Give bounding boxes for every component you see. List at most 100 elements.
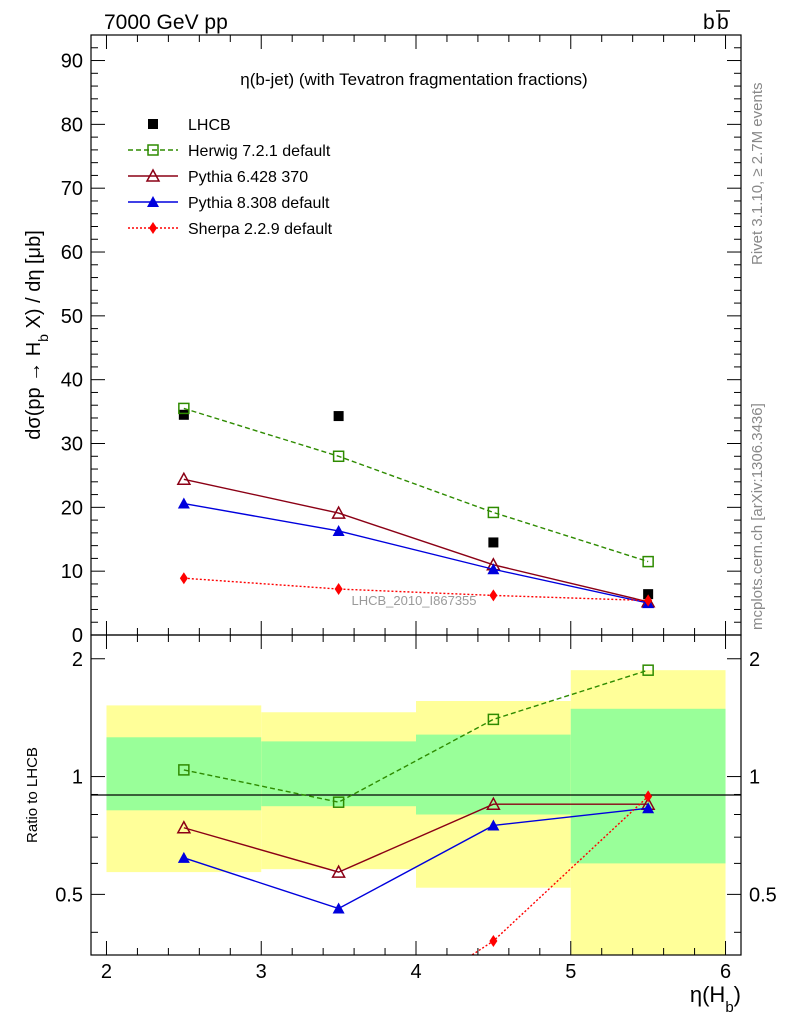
series-0 xyxy=(178,664,654,808)
data-point xyxy=(489,589,498,602)
series-0 xyxy=(178,409,654,600)
x-tick-label: 3 xyxy=(256,961,267,983)
series-line xyxy=(183,807,649,910)
series-2 xyxy=(177,802,655,914)
data-point xyxy=(642,802,655,814)
y-tick-label: 30 xyxy=(61,434,83,456)
data-point xyxy=(487,819,500,831)
data-point xyxy=(642,664,654,676)
x-tick-label: 5 xyxy=(565,961,576,983)
mcplots-label: mcplots.cern.ch [arXiv:1306.3436] xyxy=(749,403,766,630)
stat-uncertainty-band xyxy=(106,737,262,811)
data-point xyxy=(644,790,653,803)
data-point xyxy=(180,993,188,1005)
data-point xyxy=(334,583,343,596)
series-3 xyxy=(177,497,655,609)
ratio-axes: 0.5 0.5 1 1 2 2 2 3 4 5 6 xyxy=(55,634,777,983)
data-point xyxy=(643,589,654,600)
data-point xyxy=(487,506,500,519)
data-point xyxy=(487,713,500,726)
legend-label: LHCB xyxy=(188,117,231,134)
data-point xyxy=(179,572,188,585)
x-tick-label: 2 xyxy=(101,961,112,983)
main-y-axis-label: dσ(pp → Hb X) / dη [μb] xyxy=(23,230,51,440)
series-line xyxy=(183,577,649,602)
x-tick-label: 4 xyxy=(410,961,421,983)
stat-uncertainty-band xyxy=(416,734,571,815)
data-point xyxy=(178,764,190,776)
series-2 xyxy=(176,471,656,608)
y-tick-label: 60 xyxy=(61,242,83,264)
legend-marker xyxy=(149,222,157,234)
main-panel: LHCB_2010_I867355 η(b-jet) (with Tevatro… xyxy=(23,34,742,647)
ratio-y-axis-label: Ratio to LHCB xyxy=(24,747,41,843)
header-right-bar: b xyxy=(717,11,729,34)
data-point xyxy=(332,796,345,808)
data-point xyxy=(332,902,345,914)
legend-marker xyxy=(148,119,158,129)
ratio-y-tick-label: 1 xyxy=(72,767,83,789)
x-axis-label: η(Hb) xyxy=(690,982,741,1016)
ratio-y-tick-label: 0.5 xyxy=(55,884,83,906)
legend-entry: Pythia 8.308 default xyxy=(128,195,330,212)
legend-marker xyxy=(145,168,161,182)
legend-entry: Sherpa 2.2.9 default xyxy=(128,221,333,238)
legend-label: Sherpa 2.2.9 default xyxy=(188,221,333,238)
y-tick-label: 50 xyxy=(61,306,83,328)
series-line xyxy=(183,803,649,873)
data-point xyxy=(176,820,192,834)
analysis-watermark: LHCB_2010_I867355 xyxy=(351,593,476,608)
legend-entry: LHCB xyxy=(148,117,231,134)
series-4 xyxy=(179,572,653,607)
data-point xyxy=(332,450,345,463)
main-marks xyxy=(176,402,656,609)
y-tick-label: 10 xyxy=(61,561,83,583)
series-line xyxy=(183,407,649,563)
data-point xyxy=(178,402,190,415)
legend-label: Pythia 8.308 default xyxy=(188,195,330,212)
y-tick-label: 20 xyxy=(61,497,83,519)
data-point xyxy=(176,471,192,486)
ratio-y-tick-label-right: 1 xyxy=(749,767,760,789)
ratio-marks xyxy=(176,664,656,1005)
data-point xyxy=(489,935,498,948)
ratio-panel: 0.5 0.5 1 1 2 2 2 3 4 5 6 Ratio to LHCB η(Hb) xyxy=(24,634,777,1016)
data-point xyxy=(331,505,346,519)
ratio-y-tick-label-right: 2 xyxy=(749,649,760,671)
data-point xyxy=(488,537,499,548)
stat-uncertainty-band xyxy=(570,708,726,864)
series-1 xyxy=(178,402,654,568)
main-axes: 0 10 20 30 40 50 60 70 80 90 xyxy=(61,34,742,647)
data-point xyxy=(177,497,190,509)
data-point xyxy=(177,851,190,863)
ratio-y-tick-label-right: 0.5 xyxy=(749,884,777,906)
ratio-bands xyxy=(106,670,726,955)
x-tick-label: 6 xyxy=(720,961,731,983)
series-line xyxy=(183,478,649,603)
legend: LHCB Herwig 7.2.1 default Pythia 6.428 370… xyxy=(128,117,333,238)
data-point xyxy=(331,864,346,878)
header-right: b xyxy=(703,11,715,34)
y-tick-label: 0 xyxy=(72,625,83,647)
legend-label: Herwig 7.2.1 default xyxy=(188,143,331,160)
data-point xyxy=(333,411,344,422)
y-tick-label: 80 xyxy=(61,114,83,136)
data-point xyxy=(644,594,653,607)
series-line xyxy=(183,502,649,604)
series-3 xyxy=(180,790,653,1005)
y-tick-label: 90 xyxy=(61,51,83,73)
data-point xyxy=(332,524,345,536)
data-point xyxy=(642,555,654,568)
legend-marker xyxy=(147,144,159,156)
y-tick-label: 70 xyxy=(61,178,83,200)
legend-label: Pythia 6.428 370 xyxy=(188,169,308,186)
header-left: 7000 GeV pp xyxy=(104,11,228,34)
legend-entry: Pythia 6.428 370 xyxy=(128,168,308,186)
data-point xyxy=(178,409,189,420)
data-point xyxy=(487,563,500,575)
legend-entry: Herwig 7.2.1 default xyxy=(128,143,331,160)
main-title: η(b-jet) (with Tevatron fragmentation fr… xyxy=(240,70,587,89)
rivet-label: Rivet 3.1.10, ≥ 2.7M events xyxy=(749,83,766,266)
legend-marker xyxy=(147,196,159,207)
